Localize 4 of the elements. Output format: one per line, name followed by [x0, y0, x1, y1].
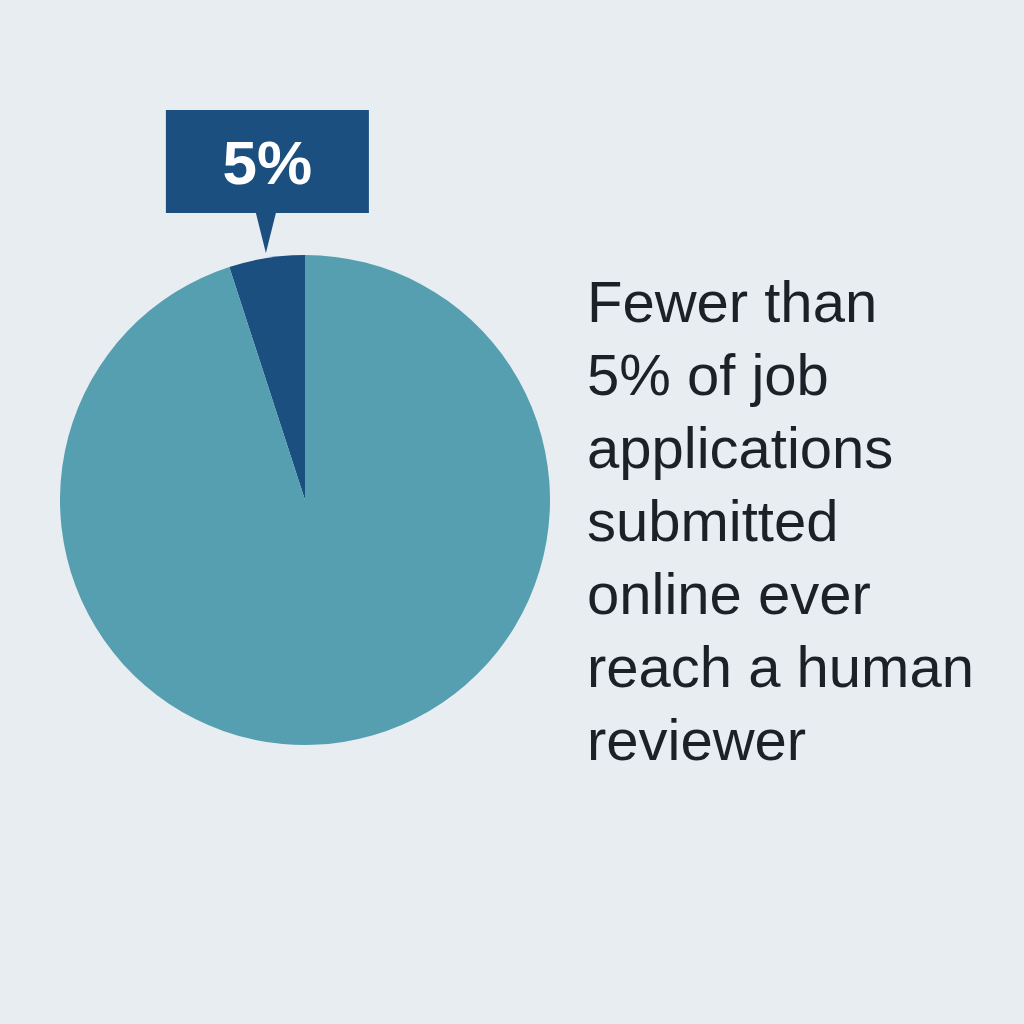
pie-slice: [60, 255, 550, 745]
pie-slice: [229, 255, 305, 500]
text: Fewer than 5% of job applications submitted online ever reach a human reviewer: [587, 269, 974, 772]
data-label: 5%: [222, 127, 313, 197]
